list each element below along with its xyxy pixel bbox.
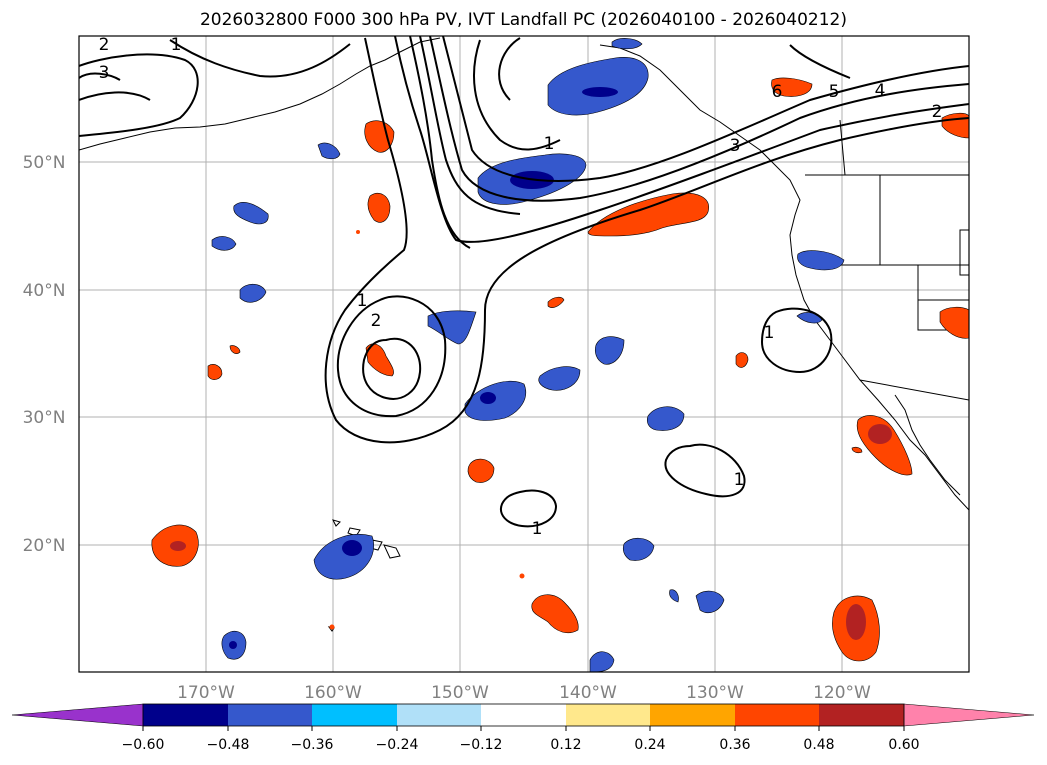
contour-label: 2 <box>99 35 110 55</box>
coastlines <box>79 37 969 511</box>
colorbar-bin <box>312 704 397 726</box>
lon-label-120w: 120°W <box>813 683 871 703</box>
contour-label: 1 <box>171 35 182 55</box>
colorbar-bin <box>228 704 312 726</box>
negative-anomalies <box>211 38 845 672</box>
lat-label-30n: 30°N <box>23 408 66 428</box>
contour-label: 1 <box>734 470 745 490</box>
contour-label: 5 <box>829 82 840 102</box>
contour-label: 2 <box>371 311 382 331</box>
contour-label: 1 <box>532 519 543 539</box>
contour-label: 4 <box>875 81 886 101</box>
map-area <box>79 36 969 672</box>
contour-label: 1 <box>544 134 555 154</box>
colorbar-bin <box>143 704 228 726</box>
colorbar-tick-label: 0.48 <box>803 737 834 753</box>
colorbar-tick-label: −0.36 <box>291 737 334 753</box>
map-border <box>78 35 970 673</box>
colorbar-bin <box>819 704 904 726</box>
lon-label-170w: 170°W <box>177 683 235 703</box>
contour-label: 1 <box>764 323 775 343</box>
colorbar-tick-label: −0.60 <box>122 737 165 753</box>
colorbar-tick-label: −0.12 <box>460 737 503 753</box>
lon-label-150w: 150°W <box>431 683 489 703</box>
contour-label: 3 <box>730 136 741 156</box>
lon-label-130w: 130°W <box>686 683 744 703</box>
colorbar-tick-label: 0.12 <box>550 737 581 753</box>
contour-label: 1 <box>357 291 368 311</box>
lon-label-140w: 140°W <box>559 683 617 703</box>
positive-anomalies <box>151 77 969 662</box>
contour-label-group: 2 3 1 1 3 6 5 4 2 1 2 1 1 1 <box>99 35 943 539</box>
colorbar-tick-label: 0.24 <box>634 737 665 753</box>
lat-label-20n: 20°N <box>23 536 66 556</box>
colorbar-tick-label: −0.48 <box>207 737 250 753</box>
lat-label-50n: 50°N <box>23 153 66 173</box>
contour-label: 2 <box>932 102 943 122</box>
colorbar-outline <box>142 703 905 727</box>
colorbar-bin <box>397 704 481 726</box>
lat-labels: 50°N 40°N 30°N 20°N <box>23 153 66 556</box>
contour-label: 3 <box>99 63 110 83</box>
colorbar-tick-label: −0.24 <box>376 737 419 753</box>
colorbar-bin <box>481 704 566 726</box>
colorbar-bin <box>650 704 735 726</box>
colorbar-bin <box>735 704 819 726</box>
lat-label-40n: 40°N <box>23 281 66 301</box>
lon-labels: 170°W 160°W 150°W 140°W 130°W 120°W <box>177 683 871 703</box>
colorbar-extend-max <box>903 703 1035 727</box>
map-title: 2026032800 F000 300 hPa PV, IVT Landfall… <box>199 10 847 30</box>
colorbar-tick-label: 0.60 <box>888 737 919 753</box>
colorbar-bin <box>566 704 650 726</box>
contour-label: 6 <box>772 82 783 102</box>
colorbar: −0.60 −0.48 −0.36 −0.24 −0.12 0.12 0.24 … <box>11 703 1035 753</box>
pv-contours <box>79 36 969 528</box>
lon-label-160w: 160°W <box>304 683 362 703</box>
colorbar-tick-label: 0.36 <box>719 737 750 753</box>
colorbar-extend-min <box>11 703 144 727</box>
